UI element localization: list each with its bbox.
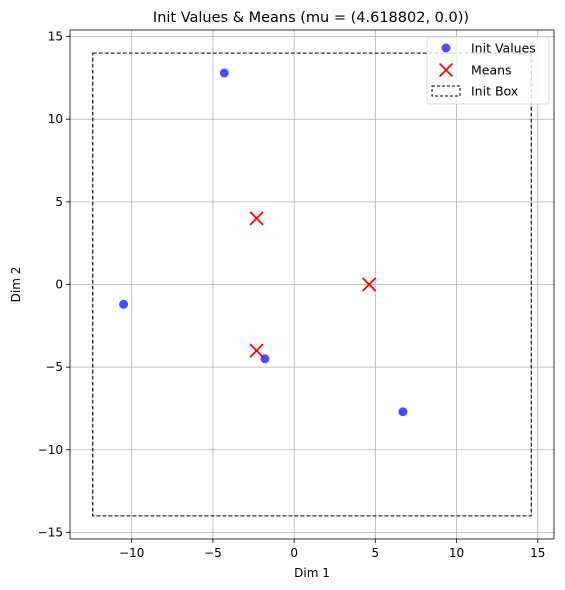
axis-ticks: −10 −5 0 5 10 15 −15 −10 −5 0 5 10 15 [38, 30, 546, 560]
legend-label-init-box: Init Box [471, 84, 518, 99]
data-points-layer [119, 68, 408, 417]
legend-marker-means [438, 62, 454, 78]
mean-point [362, 277, 377, 292]
x-tick-label: 0 [290, 546, 298, 560]
y-tick-label: 10 [48, 112, 63, 126]
x-axis-label: Dim 1 [294, 566, 330, 580]
x-tick-label: −10 [119, 546, 144, 560]
chart-title: Init Values & Means (mu = (4.618802, 0.0… [153, 10, 469, 26]
legend-label-init-values: Init Values [471, 41, 536, 56]
mean-point [249, 343, 264, 358]
init-value-point [119, 299, 129, 309]
y-tick-label: 0 [55, 278, 63, 292]
y-tick-label: −5 [45, 360, 63, 374]
init-box [92, 52, 532, 517]
y-axis-label: Dim 2 [9, 267, 23, 303]
x-tick-label: 15 [530, 546, 545, 560]
mean-point [249, 211, 264, 226]
x-tick-label: −5 [204, 546, 222, 560]
legend-marker-init-values [441, 43, 451, 53]
init-value-point [398, 407, 408, 417]
legend: Init Values Means Init Box [426, 36, 550, 105]
init-box-layer [92, 52, 532, 517]
x-tick-label: 10 [449, 546, 464, 560]
legend-frame [426, 36, 550, 105]
y-tick-label: −15 [38, 525, 63, 539]
init-value-point [219, 68, 229, 78]
x-tick-label: 5 [372, 546, 380, 560]
y-tick-label: 5 [55, 195, 63, 209]
legend-marker-init-box [431, 85, 461, 97]
y-tick-label: −10 [38, 443, 63, 457]
legend-label-means: Means [471, 63, 512, 78]
grid-lines [70, 30, 554, 539]
y-tick-label: 15 [48, 30, 63, 44]
